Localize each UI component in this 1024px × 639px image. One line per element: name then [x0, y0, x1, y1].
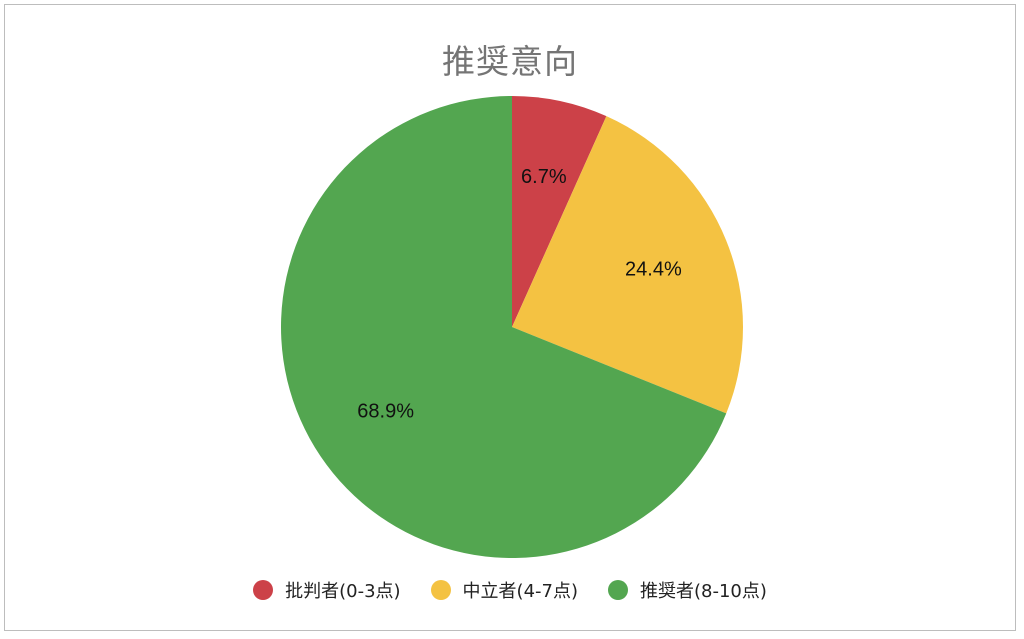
chart-frame: 推奨意向 6.7% 24.4% 68.9% 批判者(0-3点) 中立者(4-7点) … — [4, 4, 1016, 631]
chart-legend: 批判者(0-3点) 中立者(4-7点) 推奨者(8-10点) — [5, 577, 1015, 603]
legend-swatch-critics — [253, 580, 274, 600]
pie-slice-critics[interactable] — [512, 96, 607, 327]
legend-label-critics: 批判者(0-3点) — [285, 581, 401, 602]
pie-slice-neutrals[interactable] — [512, 116, 743, 414]
legend-item-promoters[interactable]: 推奨者(8-10点) — [608, 577, 767, 603]
legend-item-critics[interactable]: 批判者(0-3点) — [253, 577, 401, 603]
pie-chart: 6.7% 24.4% 68.9% — [281, 96, 743, 558]
slice-label-neutrals: 24.4% — [625, 258, 682, 280]
legend-item-neutrals[interactable]: 中立者(4-7点) — [430, 577, 578, 603]
legend-label-neutrals: 中立者(4-7点) — [462, 581, 578, 602]
legend-label-promoters: 推奨者(8-10点) — [640, 581, 767, 602]
slice-label-promoters: 68.9% — [357, 401, 414, 423]
pie-slice-promoters[interactable] — [281, 96, 727, 558]
slice-label-critics: 6.7% — [521, 166, 567, 188]
legend-swatch-neutrals — [430, 580, 451, 600]
legend-swatch-promoters — [608, 580, 628, 600]
chart-title: 推奨意向 — [442, 42, 578, 81]
